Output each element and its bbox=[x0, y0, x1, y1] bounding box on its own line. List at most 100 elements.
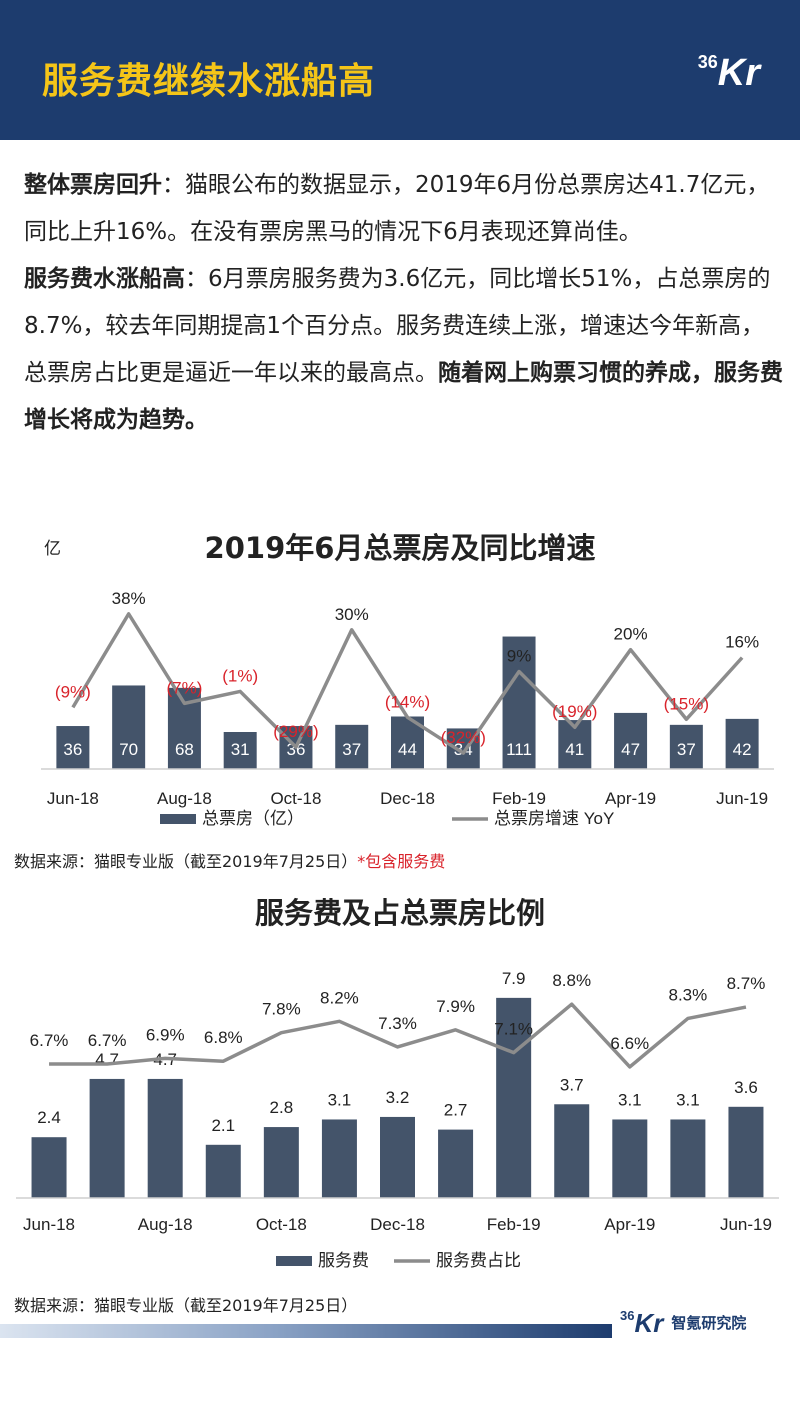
para2-body: ：6月票房服务费为3.6亿元，同比增长51%，占总票房的8.7%，较去年同期提高… bbox=[24, 266, 771, 386]
bar-label-Mar-19: 3.7 bbox=[560, 1075, 584, 1094]
y-axis-unit: 亿 bbox=[44, 539, 61, 558]
bar-Apr-19 bbox=[612, 1119, 648, 1198]
bar-label-Apr-19: 3.1 bbox=[618, 1090, 642, 1109]
bar-label-Aug-18: 68 bbox=[175, 740, 194, 759]
header-banner: 服务费继续水涨船高 36Kr bbox=[0, 0, 800, 140]
line-label-Jun-18: (9%) bbox=[55, 682, 91, 701]
x-tick-Jun-18: Jun-18 bbox=[23, 1215, 75, 1234]
bar-Jun-18 bbox=[31, 1137, 67, 1198]
logo-kr: Kr bbox=[717, 52, 760, 94]
bar-label-Jan-19: 2.7 bbox=[444, 1101, 468, 1120]
source1-text: 数据来源：猫眼专业版（截至2019年7月25日） bbox=[14, 852, 358, 871]
chart1-title: 2019年6月总票房及同比增速 bbox=[204, 531, 596, 565]
x-tick-Feb-19: Feb-19 bbox=[487, 1215, 541, 1234]
line-label-Mar-19: (19%) bbox=[552, 702, 597, 721]
x-tick-Apr-19: Apr-19 bbox=[605, 789, 656, 808]
legend-label-line: 服务费占比 bbox=[436, 1251, 521, 1270]
bar-Sep-18 bbox=[223, 732, 257, 769]
x-tick-Dec-18: Dec-18 bbox=[380, 789, 435, 808]
source-note-1: 数据来源：猫眼专业版（截至2019年7月25日）*包含服务费 bbox=[14, 848, 445, 872]
bar-label-Sep-18: 2.1 bbox=[211, 1116, 235, 1135]
bar-label-Jul-18: 4.7 bbox=[95, 1050, 119, 1069]
bar-Jun-18 bbox=[56, 726, 90, 769]
line-label-Apr-19: 6.6% bbox=[610, 1034, 649, 1053]
bar-May-19 bbox=[669, 724, 703, 769]
line-label-Oct-18: (29%) bbox=[273, 722, 318, 741]
line-label-Mar-19: 8.8% bbox=[552, 971, 591, 990]
line-label-May-19: (15%) bbox=[664, 694, 709, 713]
x-tick-Jun-18: Jun-18 bbox=[47, 789, 99, 808]
line-label-Dec-18: (14%) bbox=[385, 692, 430, 711]
para2-conclusion: 随着网上购票习惯的养成，服务费增长将成为趋势。 bbox=[24, 360, 783, 433]
legend-label-bar: 总票房（亿） bbox=[202, 809, 304, 828]
x-tick-Oct-18: Oct-18 bbox=[270, 789, 321, 808]
x-tick-Jun-19: Jun-19 bbox=[716, 789, 768, 808]
bar-Feb-19 bbox=[502, 636, 536, 769]
bar-label-Feb-19: 7.9 bbox=[502, 969, 526, 988]
line-label-Jun-19: 8.7% bbox=[727, 974, 766, 993]
footer-bar bbox=[0, 1324, 612, 1338]
line-label-Oct-18: 7.8% bbox=[262, 1000, 301, 1019]
x-tick-Oct-18: Oct-18 bbox=[256, 1215, 307, 1234]
chart2-title: 服务费及占总票房比例 bbox=[254, 896, 545, 930]
paragraph-box-office: 整体票房回升：猫眼公布的数据显示，2019年6月份总票房达41.7亿元，同比上升… bbox=[24, 162, 784, 256]
bar-Aug-18 bbox=[147, 1078, 183, 1198]
bar-Mar-19 bbox=[554, 1104, 590, 1198]
bar-label-Feb-19: 111 bbox=[506, 740, 532, 759]
page-title: 服务费继续水涨船高 bbox=[42, 61, 376, 102]
bar-label-Dec-18: 3.2 bbox=[386, 1088, 410, 1107]
line-label-Feb-19: 7.1% bbox=[494, 1020, 533, 1039]
footer-logo-kr: Kr bbox=[634, 1308, 664, 1338]
bar-label-May-19: 3.1 bbox=[676, 1090, 700, 1109]
bar-label-May-19: 37 bbox=[677, 740, 696, 759]
chart1-box-office: 亿36 70 68 31 36 37 44 34 111 41 47 37 42(9%)38%(7%)(… bbox=[41, 539, 774, 828]
line-总票房增速 YoY bbox=[71, 612, 744, 755]
bar-label-Jul-18: 70 bbox=[119, 740, 138, 759]
legend-swatch-bar bbox=[276, 1256, 312, 1266]
bar-Oct-18 bbox=[263, 1127, 299, 1198]
footer-org-name: 智氪研究院 bbox=[671, 1314, 747, 1332]
bar-Nov-18 bbox=[321, 1119, 357, 1198]
x-tick-Jun-19: Jun-19 bbox=[720, 1215, 772, 1234]
brand-logo: 36Kr bbox=[698, 52, 760, 95]
source-note-2: 数据来源：猫眼专业版（截至2019年7月25日） bbox=[14, 1296, 358, 1315]
line-label-Aug-18: (7%) bbox=[166, 678, 202, 697]
para2-heading: 服务费水涨船高 bbox=[24, 266, 185, 292]
bar-label-Sep-18: 31 bbox=[231, 740, 250, 759]
bar-label-Dec-18: 44 bbox=[398, 740, 417, 759]
line-label-May-19: 8.3% bbox=[669, 985, 708, 1004]
bar-label-Nov-18: 37 bbox=[342, 740, 361, 759]
bar-label-Nov-18: 3.1 bbox=[328, 1090, 352, 1109]
bar-label-Jun-19: 42 bbox=[733, 740, 752, 759]
legend-label-bar: 服务费 bbox=[318, 1251, 369, 1270]
bar-Jul-18 bbox=[89, 1078, 125, 1198]
line-label-Sep-18: 6.8% bbox=[204, 1028, 243, 1047]
line-label-Jul-18: 6.7% bbox=[88, 1031, 127, 1050]
bar-Feb-19 bbox=[496, 997, 532, 1198]
bar-Sep-18 bbox=[205, 1144, 241, 1198]
legend-swatch-bar bbox=[160, 814, 196, 824]
line-label-Jan-19: (32%) bbox=[441, 728, 486, 747]
footer-logo: 36Kr 智氪研究院 bbox=[620, 1308, 746, 1339]
bar-Nov-18 bbox=[335, 724, 369, 769]
x-tick-Feb-19: Feb-19 bbox=[492, 789, 546, 808]
bar-Apr-19 bbox=[614, 712, 648, 769]
line-label-Jul-18: 38% bbox=[112, 589, 146, 608]
line-label-Dec-18: 7.3% bbox=[378, 1014, 417, 1033]
bar-label-Apr-19: 47 bbox=[621, 740, 640, 759]
line-label-Jun-19: 16% bbox=[725, 633, 759, 652]
paragraph-service-fee: 服务费水涨船高：6月票房服务费为3.6亿元，同比增长51%，占总票房的8.7%，… bbox=[24, 256, 784, 444]
footer-logo-number: 36 bbox=[620, 1308, 635, 1323]
line-label-Nov-18: 8.2% bbox=[320, 988, 359, 1007]
source1-note: *包含服务费 bbox=[357, 852, 446, 871]
line-label-Apr-19: 20% bbox=[614, 625, 648, 644]
bar-Jan-19 bbox=[438, 1129, 474, 1198]
summary-text: 整体票房回升：猫眼公布的数据显示，2019年6月份总票房达41.7亿元，同比上升… bbox=[24, 162, 784, 444]
legend-label-line: 总票房增速 YoY bbox=[494, 809, 614, 828]
x-tick-Aug-18: Aug-18 bbox=[157, 789, 212, 808]
line-label-Nov-18: 30% bbox=[335, 605, 369, 624]
x-tick-Dec-18: Dec-18 bbox=[370, 1215, 425, 1234]
logo-number: 36 bbox=[697, 52, 718, 72]
bar-label-Mar-19: 41 bbox=[565, 740, 584, 759]
bar-label-Jun-19: 3.6 bbox=[734, 1078, 758, 1097]
